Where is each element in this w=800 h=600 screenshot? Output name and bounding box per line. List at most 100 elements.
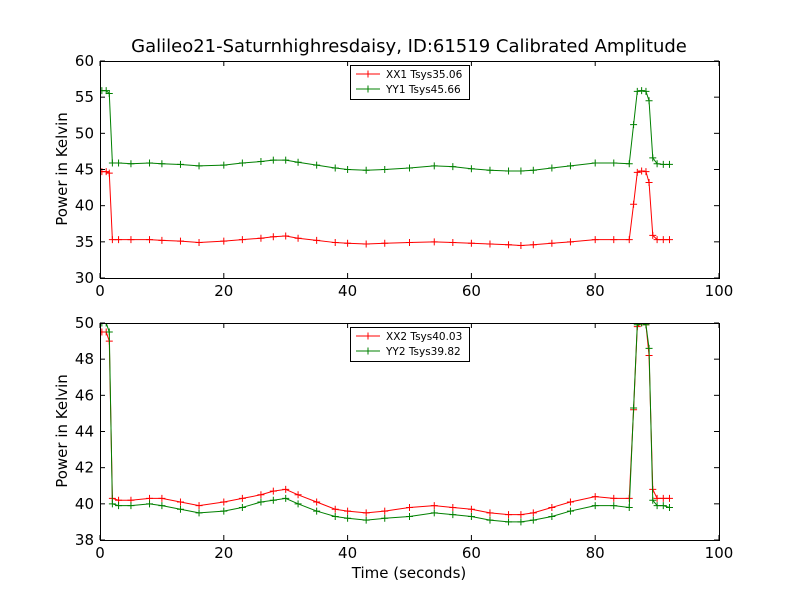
data-point bbox=[362, 240, 370, 248]
data-point bbox=[294, 234, 302, 242]
legend-label: XX2 Tsys40.03 bbox=[386, 331, 462, 343]
data-point bbox=[566, 162, 574, 170]
legend: XX1 Tsys35.06 YY1 Tsys45.66 bbox=[350, 65, 470, 100]
data-point bbox=[548, 239, 556, 247]
legend-item: XX2 Tsys40.03 bbox=[356, 331, 462, 343]
data-point bbox=[505, 511, 513, 519]
data-point bbox=[625, 503, 633, 511]
data-point bbox=[517, 167, 525, 175]
data-point bbox=[105, 90, 113, 98]
data-point bbox=[127, 236, 135, 244]
data-point bbox=[102, 168, 110, 176]
y-tick-label: 50 bbox=[75, 314, 94, 332]
data-point bbox=[625, 160, 633, 168]
data-point bbox=[406, 239, 413, 247]
y-tick-label: 60 bbox=[75, 52, 94, 70]
data-point bbox=[257, 498, 265, 506]
data-point bbox=[517, 518, 525, 526]
data-point bbox=[344, 166, 352, 173]
data-point bbox=[331, 239, 339, 247]
data-point bbox=[665, 494, 673, 502]
data-point bbox=[282, 232, 290, 240]
data-point bbox=[127, 502, 135, 510]
data-point bbox=[467, 505, 475, 513]
legend-box bbox=[350, 327, 470, 362]
data-point bbox=[146, 236, 154, 244]
data-point bbox=[220, 161, 228, 169]
data-point bbox=[659, 160, 667, 168]
data-point bbox=[362, 166, 370, 174]
data-point bbox=[282, 156, 290, 164]
data-point bbox=[467, 512, 475, 520]
series-1 bbox=[100, 167, 673, 249]
data-point bbox=[505, 167, 513, 175]
data-point bbox=[467, 239, 475, 247]
data-point bbox=[381, 239, 389, 247]
data-point bbox=[517, 511, 525, 519]
series-2 bbox=[100, 323, 673, 526]
data-point bbox=[238, 494, 246, 502]
data-point bbox=[642, 87, 650, 95]
data-point bbox=[630, 200, 638, 208]
data-point bbox=[610, 236, 618, 244]
data-point bbox=[269, 156, 277, 164]
legend-box bbox=[350, 65, 470, 100]
x-tick-label: 60 bbox=[462, 544, 481, 562]
data-point bbox=[642, 323, 650, 329]
y-tick-label: 40 bbox=[75, 495, 94, 513]
data-point bbox=[127, 160, 135, 168]
data-point bbox=[430, 238, 438, 246]
data-point bbox=[313, 161, 321, 169]
data-point bbox=[467, 165, 475, 173]
legend-label: XX1 Tsys35.06 bbox=[386, 69, 463, 81]
data-point bbox=[486, 516, 494, 524]
data-point bbox=[430, 162, 438, 170]
data-point bbox=[591, 236, 599, 244]
series-2 bbox=[100, 87, 673, 175]
x-tick-label: 100 bbox=[705, 544, 734, 562]
legend-marker bbox=[364, 347, 372, 355]
data-point bbox=[269, 233, 277, 241]
data-point bbox=[381, 514, 389, 522]
data-point bbox=[282, 494, 290, 502]
legend-marker bbox=[364, 85, 372, 93]
data-point bbox=[146, 500, 154, 508]
data-point bbox=[653, 494, 661, 502]
data-point bbox=[158, 494, 166, 502]
data-point bbox=[146, 159, 154, 167]
x-tick-label: 80 bbox=[586, 544, 605, 562]
x-tick-label: 60 bbox=[462, 282, 481, 300]
data-point bbox=[529, 509, 537, 517]
x-tick-label: 0 bbox=[95, 282, 105, 300]
data-point bbox=[294, 500, 302, 508]
legend-item: XX1 Tsys35.06 bbox=[356, 69, 463, 81]
data-point bbox=[529, 166, 537, 174]
data-point bbox=[108, 236, 116, 244]
data-point bbox=[505, 518, 513, 526]
y-tick-label: 55 bbox=[75, 88, 94, 106]
data-point bbox=[282, 485, 290, 493]
legend-item: YY1 Tsys45.66 bbox=[356, 84, 461, 96]
legend-marker bbox=[364, 70, 372, 78]
data-point bbox=[100, 323, 106, 327]
data-point bbox=[430, 509, 438, 517]
data-point bbox=[313, 507, 321, 515]
data-point bbox=[548, 512, 556, 520]
data-point bbox=[449, 511, 457, 519]
legend-label: YY2 Tsys39.82 bbox=[385, 346, 461, 358]
x-tick-label: 20 bbox=[214, 544, 233, 562]
y-tick-label: 35 bbox=[75, 233, 94, 251]
legend-item: YY2 Tsys39.82 bbox=[356, 346, 461, 358]
data-point bbox=[158, 236, 166, 244]
data-point bbox=[381, 166, 389, 173]
chart-top: Galileo21-Saturnhighresdaisy, ID:61519 C… bbox=[53, 36, 733, 300]
data-point bbox=[176, 160, 184, 168]
x-tick-label: 100 bbox=[705, 282, 734, 300]
data-point bbox=[665, 160, 673, 168]
data-point bbox=[238, 236, 246, 244]
data-point bbox=[238, 159, 246, 167]
data-point bbox=[344, 239, 352, 247]
data-point bbox=[449, 239, 457, 247]
data-point bbox=[195, 502, 203, 510]
